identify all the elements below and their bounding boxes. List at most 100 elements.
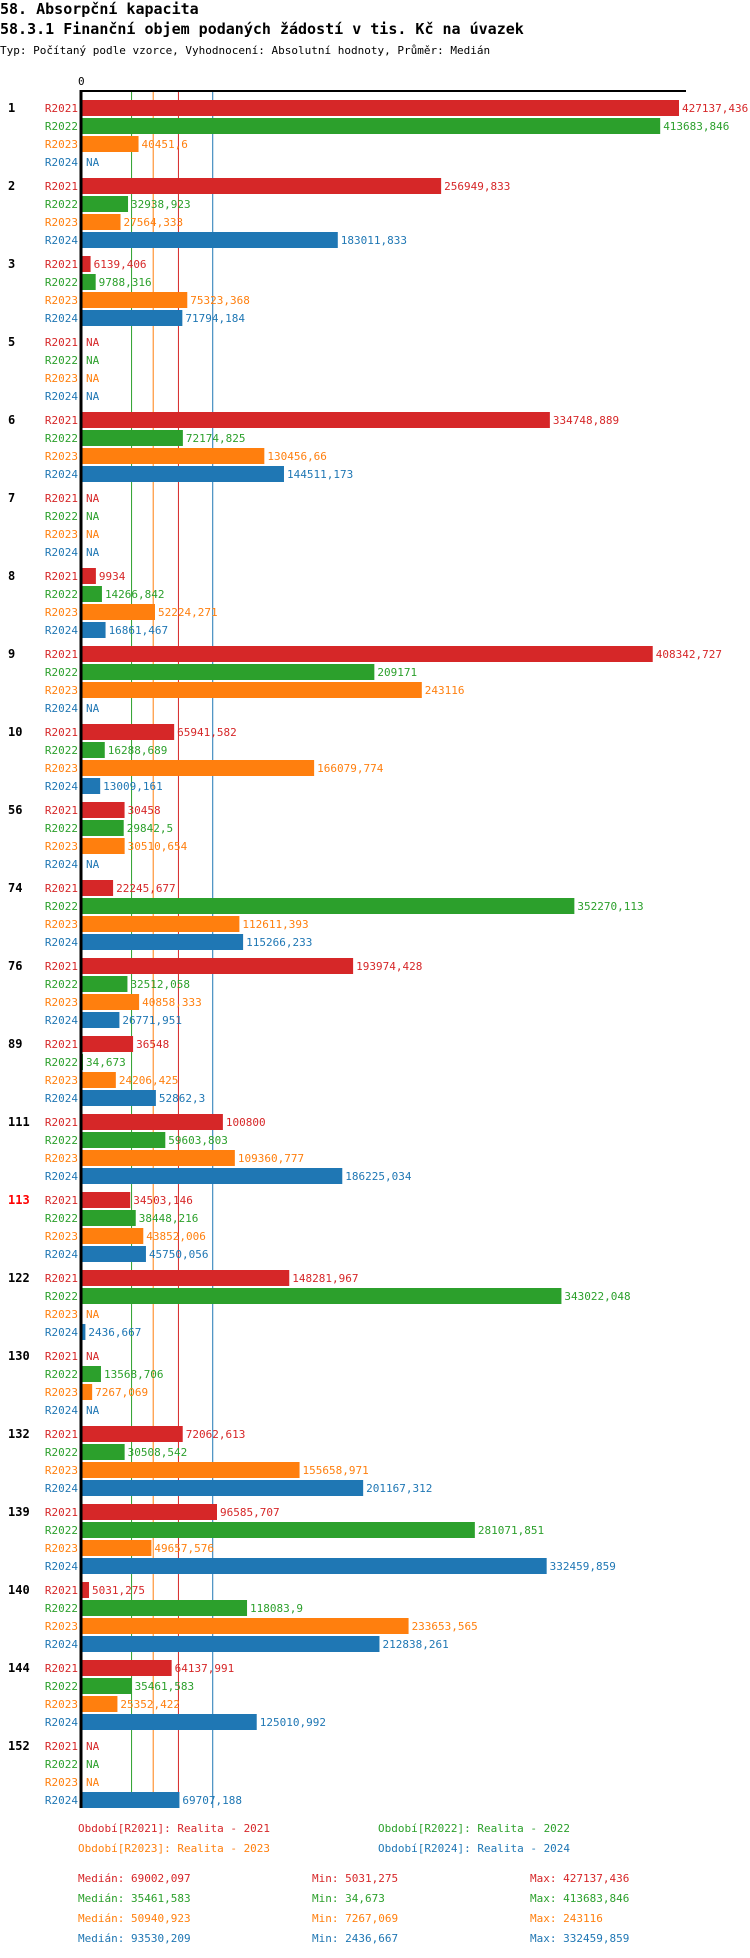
- stat-median-R2022: Medián: 35461,583: [78, 1892, 191, 1905]
- value-label: 118083,9: [250, 1602, 303, 1615]
- value-label: 27564,333: [124, 216, 184, 229]
- bar-132-R2024: [82, 1480, 364, 1496]
- bar-113-R2023: [82, 1228, 144, 1244]
- bar-3-R2023: [82, 292, 188, 308]
- series-label: R2022: [45, 1602, 78, 1615]
- value-label: 30510,654: [128, 840, 188, 853]
- series-label: R2024: [45, 1794, 78, 1807]
- value-label: NA: [86, 702, 100, 715]
- value-label: 193974,428: [356, 960, 422, 973]
- value-label: 233653,565: [412, 1620, 478, 1633]
- section-title: 58. Absorpční kapacita: [0, 0, 199, 18]
- group-label: 113: [8, 1193, 30, 1207]
- series-label: R2022: [45, 978, 78, 991]
- value-label: 32512,058: [130, 978, 190, 991]
- group-label: 130: [8, 1349, 30, 1363]
- stat-min-R2023: Min: 7267,069: [312, 1912, 399, 1925]
- value-label: 65941,582: [177, 726, 237, 739]
- series-label: R2023: [45, 762, 78, 775]
- series-label: R2024: [45, 312, 78, 325]
- value-label: 9788,316: [99, 276, 152, 289]
- value-label: 40451,6: [142, 138, 188, 151]
- group-label: 5: [8, 335, 15, 349]
- bar-74-R2024: [82, 934, 244, 950]
- value-label: NA: [86, 390, 100, 403]
- series-label: R2023: [45, 1776, 78, 1789]
- group-label: 76: [8, 959, 22, 973]
- series-label: R2024: [45, 936, 78, 949]
- series-label: R2024: [45, 234, 78, 247]
- value-label: 125010,992: [260, 1716, 326, 1729]
- series-label: R2024: [45, 1716, 78, 1729]
- bar-56-R2023: [82, 838, 125, 854]
- series-label: R2023: [45, 1230, 78, 1243]
- value-label: 75323,368: [190, 294, 250, 307]
- series-label: R2023: [45, 1542, 78, 1555]
- series-label: R2024: [45, 858, 78, 871]
- bar-89-R2021: [82, 1036, 134, 1052]
- bar-2-R2023: [82, 214, 121, 230]
- value-label: 112611,393: [242, 918, 308, 931]
- value-label: 32938,923: [131, 198, 191, 211]
- bar-144-R2024: [82, 1714, 257, 1730]
- series-label: R2022: [45, 1212, 78, 1225]
- bar-9-R2022: [82, 664, 375, 680]
- value-label: 71794,184: [185, 312, 245, 325]
- bar-2-R2024: [82, 232, 338, 248]
- value-label: 30508,542: [128, 1446, 188, 1459]
- value-label: 29842,5: [127, 822, 173, 835]
- bar-8-R2024: [82, 622, 106, 638]
- series-label: R2023: [45, 840, 78, 853]
- bar-chart: 1 R2021 427137,436 R2022 413683,846 R2023 4045…: [8, 75, 748, 1808]
- bar-8-R2022: [82, 586, 102, 602]
- series-label: R2021: [45, 960, 78, 973]
- series-label: R2021: [45, 1038, 78, 1051]
- value-label: 186225,034: [345, 1170, 412, 1183]
- series-label: R2021: [45, 804, 78, 817]
- bar-89-R2024: [82, 1090, 156, 1106]
- group-label: 111: [8, 1115, 30, 1129]
- bar-130-R2022: [82, 1366, 101, 1382]
- series-label: R2021: [45, 414, 78, 427]
- value-label: NA: [86, 1404, 100, 1417]
- bar-6-R2024: [82, 466, 284, 482]
- bar-113-R2024: [82, 1246, 146, 1262]
- value-label: NA: [86, 858, 100, 871]
- value-label: NA: [86, 372, 100, 385]
- bar-132-R2022: [82, 1444, 125, 1460]
- value-label: 36548: [136, 1038, 169, 1051]
- series-label: R2024: [45, 1014, 78, 1027]
- value-label: 201167,312: [366, 1482, 432, 1495]
- series-label: R2021: [45, 1662, 78, 1675]
- group-label: 9: [8, 647, 15, 661]
- series-label: R2021: [45, 1428, 78, 1441]
- bar-152-R2024: [82, 1792, 180, 1808]
- value-label: 14266,842: [105, 588, 165, 601]
- bar-1-R2021: [82, 100, 679, 116]
- value-label: 52862,3: [159, 1092, 205, 1105]
- series-label: R2023: [45, 372, 78, 385]
- series-label: R2023: [45, 450, 78, 463]
- bar-140-R2024: [82, 1636, 380, 1652]
- series-label: R2022: [45, 1524, 78, 1537]
- value-label: NA: [86, 1758, 100, 1771]
- stat-median-R2024: Medián: 93530,209: [78, 1932, 191, 1945]
- series-label: R2021: [45, 1584, 78, 1597]
- bar-6-R2022: [82, 430, 183, 446]
- bar-76-R2024: [82, 1012, 120, 1028]
- bar-122-R2022: [82, 1288, 562, 1304]
- value-label: 34503,146: [133, 1194, 193, 1207]
- value-label: 13009,161: [103, 780, 163, 793]
- series-label: R2021: [45, 726, 78, 739]
- bar-8-R2021: [82, 568, 96, 584]
- group-label: 56: [8, 803, 22, 817]
- stat-min-R2022: Min: 34,673: [312, 1892, 385, 1905]
- series-label: R2021: [45, 180, 78, 193]
- stat-max-R2023: Max: 243116: [530, 1912, 603, 1925]
- value-label: 38448,216: [139, 1212, 199, 1225]
- bar-9-R2021: [82, 646, 653, 662]
- group-label: 8: [8, 569, 15, 583]
- value-label: 59603,803: [168, 1134, 228, 1147]
- group-label: 144: [8, 1661, 30, 1675]
- value-label: 72174,825: [186, 432, 246, 445]
